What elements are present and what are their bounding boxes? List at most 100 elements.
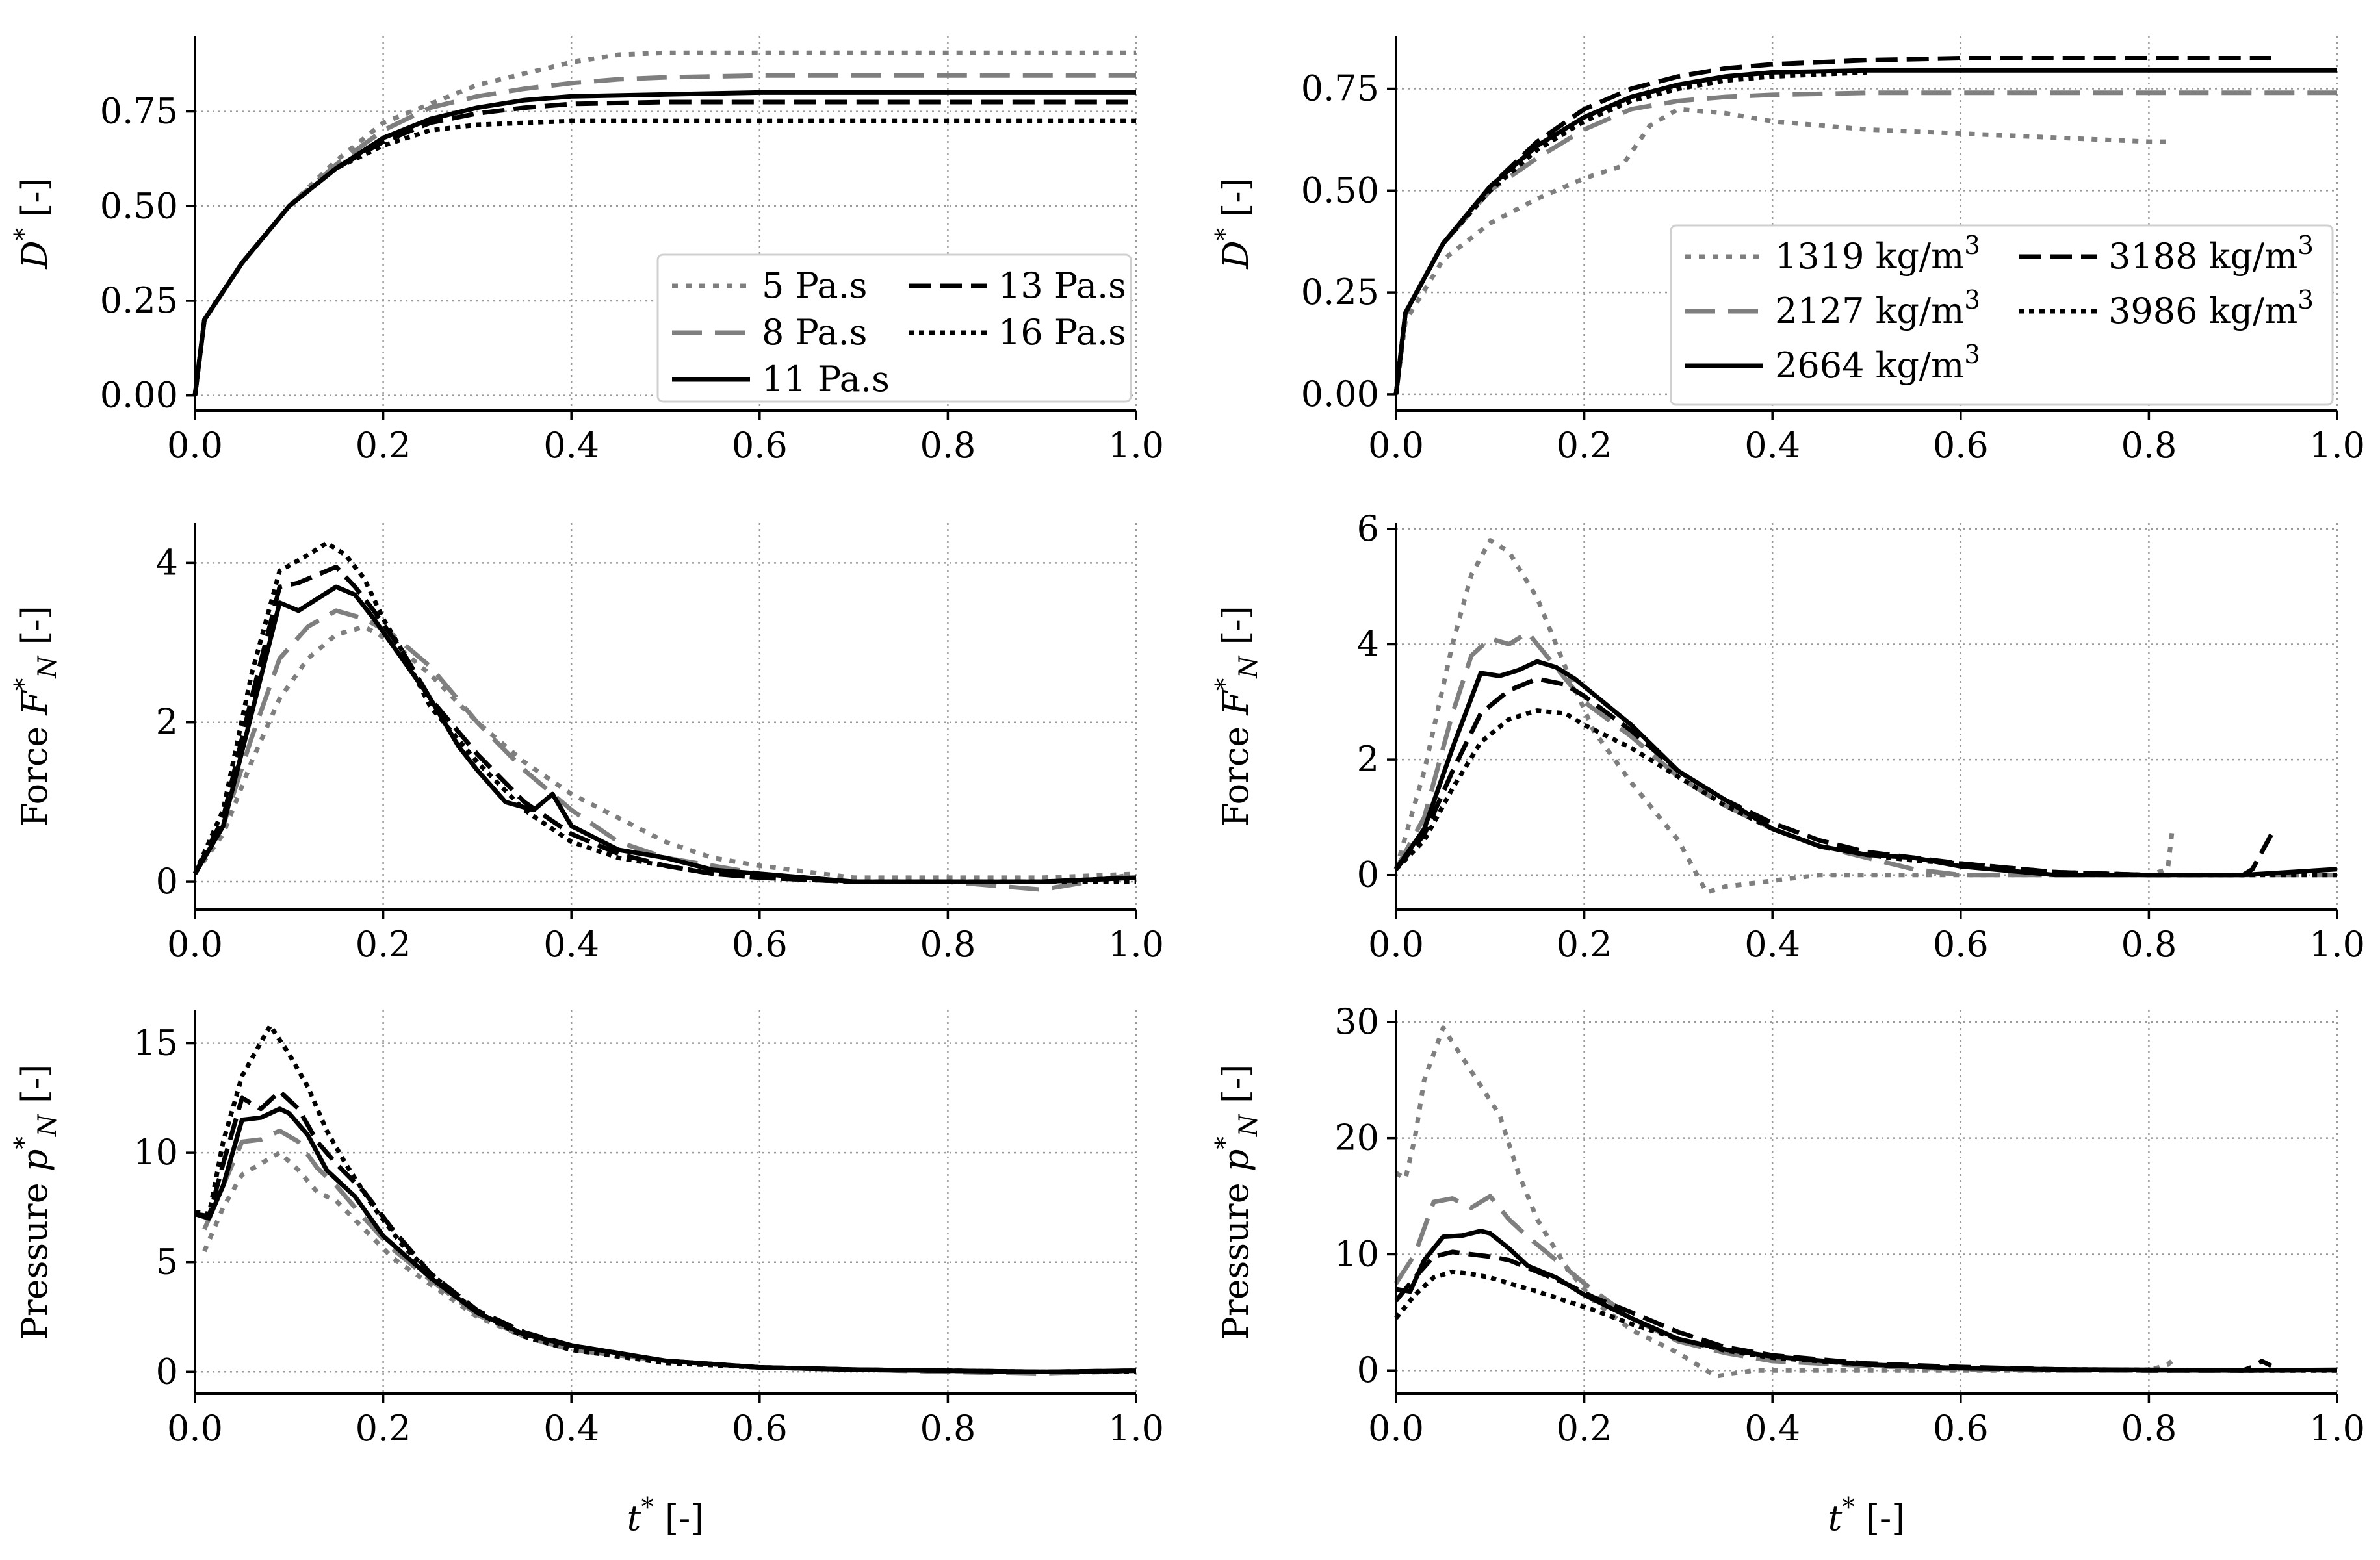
x-tick-label: 0.6 (732, 924, 788, 965)
x-tick-label: 0.2 (356, 924, 411, 965)
legend-label: 11 Pa.s (762, 359, 890, 400)
y-tick-label: 0.50 (100, 185, 178, 226)
legend-label: 3986 kg/m3 (2108, 286, 2314, 331)
series-line-b-1 (1393, 107, 2168, 395)
y-tick-label: 0 (1357, 854, 1379, 895)
x-tick-label: 1.0 (2309, 924, 2365, 965)
x-tick-label: 0.6 (1933, 425, 1989, 466)
panel-b: 0.0 0.2 0.4 0.6 0.8 1.0 0.00 0.25 0.50 0.75 D* [-]… (1211, 36, 2365, 466)
x-tick-label: 1.0 (1108, 425, 1164, 466)
x-axis-label: t* [-] (1828, 1493, 1906, 1539)
x-tick-label: 0.8 (920, 1408, 976, 1449)
series-line-c-4 (192, 565, 1137, 884)
x-axis-label: t* [-] (627, 1493, 705, 1539)
legend-box (656, 253, 1132, 403)
legend-label: 5 Pa.s (762, 265, 868, 306)
y-tick-label: 0 (156, 1351, 178, 1392)
y-tick-label: 30 (1334, 1001, 1379, 1042)
legend: 5 Pa.s 8 Pa.s 11 Pa.s 13 Pa.s 16 Pa.s (656, 253, 1132, 403)
y-tick-label: 0.50 (1301, 170, 1379, 211)
y-tick-label: 0.25 (1301, 272, 1379, 313)
x-tick-label: 0.0 (1368, 924, 1424, 965)
legend-label: 13 Pa.s (998, 265, 1126, 306)
series-line-d-3 (1394, 659, 2338, 878)
y-axis-label: Force F*N [-] (1211, 606, 1263, 827)
series-line-d-5 (1394, 708, 2337, 878)
series-line-a-5 (192, 118, 1136, 396)
series-line-c-1 (193, 624, 1137, 880)
y-tick-label: 0.75 (100, 91, 178, 132)
x-tick-label: 0.2 (356, 425, 411, 466)
series-line-c-3 (192, 584, 1137, 884)
panel-e: 0.0 0.2 0.4 0.6 0.8 1.0 0 5 10 15 Pressure p*N [-]… (10, 1010, 1164, 1539)
series-line-e-4 (194, 1089, 1137, 1374)
x-tick-label: 0.0 (1368, 425, 1424, 466)
x-tick-label: 1.0 (2309, 425, 2365, 466)
series-line-f-4 (1394, 1249, 2273, 1373)
x-tick-label: 0.0 (167, 1408, 223, 1449)
x-tick-label: 0.4 (1744, 924, 1800, 965)
y-tick-label: 2 (1357, 739, 1379, 780)
y-axis-label: D* [-] (1211, 177, 1256, 269)
y-tick-label: 6 (1357, 508, 1379, 549)
x-tick-label: 0.4 (543, 924, 599, 965)
x-tick-label: 0.4 (543, 1408, 599, 1449)
series-line-f-5 (1394, 1269, 2337, 1373)
x-tick-label: 1.0 (1108, 1408, 1164, 1449)
x-tick-label: 1.0 (1108, 924, 1164, 965)
y-tick-label: 20 (1334, 1118, 1379, 1158)
y-tick-label: 0 (1357, 1349, 1379, 1390)
series-line-e-2 (202, 1128, 1137, 1377)
legend-label: 8 Pa.s (762, 312, 868, 353)
y-tick-label: 15 (133, 1023, 178, 1064)
series-line-b-5 (1393, 70, 1867, 395)
x-tick-label: 1.0 (2309, 1408, 2365, 1449)
y-axis-label: Force F*N [-] (10, 606, 62, 827)
series-line-d-1 (1393, 538, 2175, 895)
legend-label: 1319 kg/m3 (1775, 231, 1980, 277)
x-tick-label: 0.8 (2121, 425, 2177, 466)
y-axis-label: Pressure p*N [-] (10, 1064, 62, 1340)
x-tick-label: 0.2 (1557, 425, 1612, 466)
legend-label: 3188 kg/m3 (2108, 231, 2314, 277)
series-line-f-1 (1395, 1025, 2179, 1379)
panel-c: 0.0 0.2 0.4 0.6 0.8 1.0 0 2 4 Force F*N [-] (10, 523, 1164, 965)
y-tick-label: 0.25 (100, 280, 178, 321)
series-line-c-5 (192, 541, 1136, 884)
panel-a: 0.0 0.2 0.4 0.6 0.8 1.0 0.00 0.25 0.50 0.75 D* [-]… (10, 36, 1164, 466)
legend-box (1670, 224, 2334, 406)
y-tick-label: 0 (156, 861, 178, 902)
x-tick-label: 0.8 (920, 924, 976, 965)
x-tick-label: 0.6 (1933, 1408, 1989, 1449)
series-line-c-2 (192, 608, 1137, 892)
y-axis-label: D* [-] (10, 177, 55, 269)
series-line-d-2 (1393, 630, 2337, 878)
x-tick-label: 0.0 (167, 425, 223, 466)
x-tick-label: 0.6 (732, 425, 788, 466)
y-tick-label: 4 (156, 542, 178, 583)
legend-label: 2127 kg/m3 (1775, 286, 1980, 331)
y-tick-label: 0.00 (1301, 374, 1379, 415)
x-tick-label: 0.4 (1744, 1408, 1800, 1449)
series-line-f-3 (1395, 1229, 2338, 1373)
x-tick-label: 0.0 (167, 924, 223, 965)
legend-label: 2664 kg/m3 (1775, 340, 1980, 386)
series-line-e-5 (194, 1023, 1136, 1374)
y-tick-label: 5 (156, 1242, 178, 1283)
y-tick-label: 0.00 (100, 375, 178, 416)
x-tick-label: 0.2 (356, 1408, 411, 1449)
x-tick-label: 0.6 (1933, 924, 1989, 965)
x-tick-label: 0.4 (543, 425, 599, 466)
x-tick-label: 0.2 (1557, 1408, 1612, 1449)
y-axis-label: Pressure p*N [-] (1211, 1064, 1263, 1340)
legend-label: 16 Pa.s (998, 312, 1126, 353)
x-tick-label: 0.8 (2121, 924, 2177, 965)
panel-d: 0.0 0.2 0.4 0.6 0.8 1.0 0 2 4 6 Force F*N [-] (1211, 508, 2365, 965)
x-tick-label: 0.4 (1744, 425, 1800, 466)
y-tick-label: 4 (1357, 623, 1379, 664)
series-line-d-4 (1394, 676, 2273, 878)
legend: 1319 kg/m3 2127 kg/m3 2664 kg/m3 3188 kg/m3… (1670, 224, 2334, 406)
y-tick-label: 10 (1334, 1233, 1379, 1274)
x-tick-label: 0.8 (920, 425, 976, 466)
